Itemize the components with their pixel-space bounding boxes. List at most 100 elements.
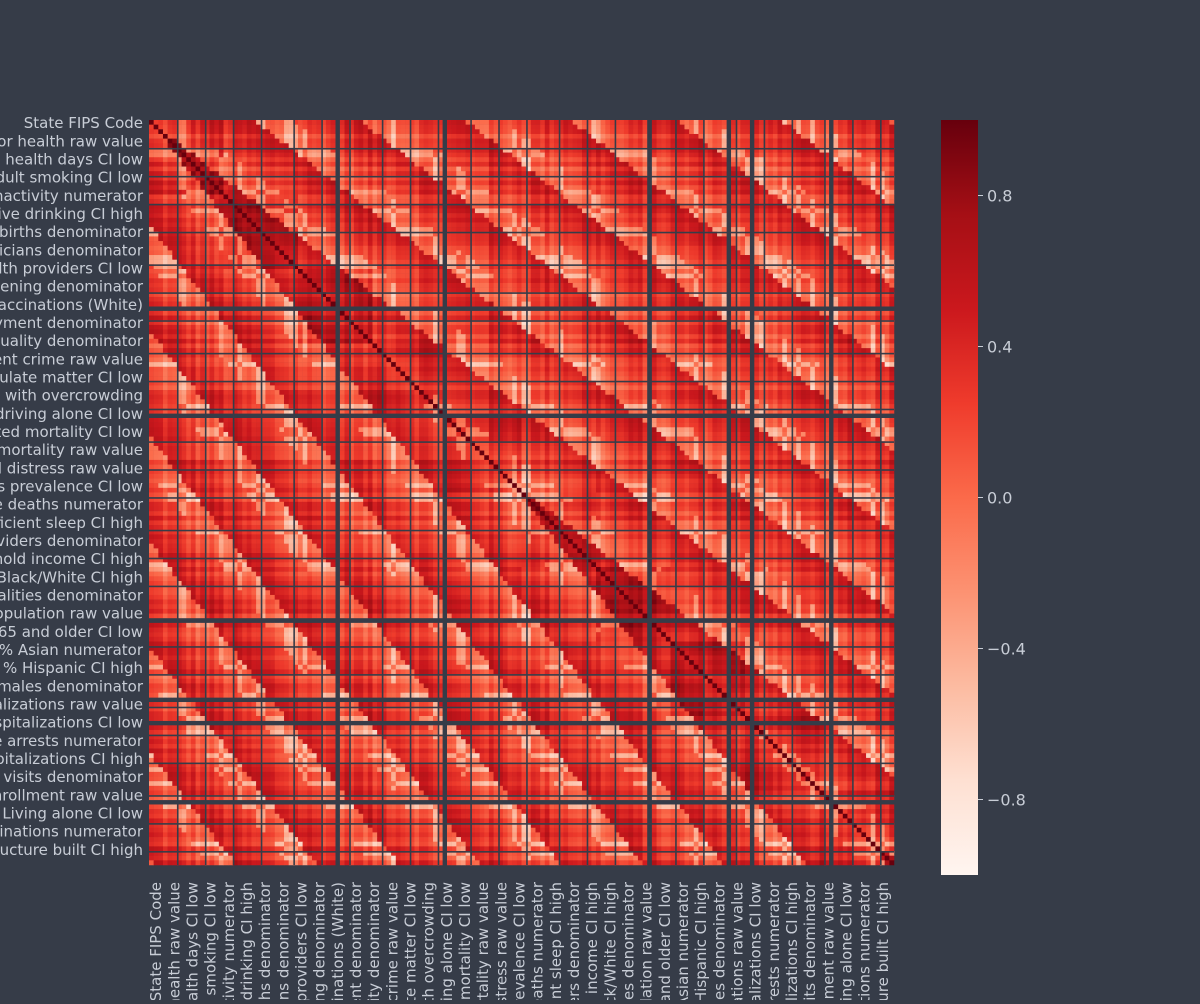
heatmap-cell bbox=[833, 125, 838, 130]
heatmap-cell bbox=[573, 246, 578, 251]
heatmap-cell bbox=[331, 250, 336, 255]
heatmap-cell bbox=[638, 222, 643, 227]
heatmap-cell bbox=[708, 227, 713, 232]
heatmap-cell bbox=[847, 236, 852, 241]
heatmap-cell bbox=[843, 167, 848, 172]
heatmap-cell bbox=[433, 134, 438, 139]
heatmap-cell bbox=[745, 227, 750, 232]
heatmap-cell bbox=[354, 227, 359, 232]
heatmap-cell bbox=[461, 241, 466, 246]
heatmap-cell bbox=[461, 208, 466, 213]
heatmap-cell bbox=[754, 236, 759, 241]
heatmap-cell bbox=[796, 143, 801, 148]
heatmap-cell bbox=[787, 250, 792, 255]
heatmap-cell bbox=[200, 250, 205, 255]
heatmap-cell bbox=[815, 227, 820, 232]
heatmap-cell bbox=[605, 143, 610, 148]
heatmap-cell bbox=[340, 269, 345, 274]
heatmap-cell bbox=[866, 162, 871, 167]
heatmap-cell bbox=[731, 162, 736, 167]
heatmap-cell bbox=[796, 222, 801, 227]
heatmap-cell bbox=[228, 199, 233, 204]
heatmap-cell bbox=[885, 213, 890, 218]
heatmap-cell bbox=[424, 143, 429, 148]
heatmap-cell bbox=[484, 236, 489, 241]
heatmap-cell bbox=[168, 236, 173, 241]
heatmap-cell bbox=[289, 139, 294, 144]
heatmap-cell bbox=[456, 227, 461, 232]
heatmap-cell bbox=[717, 241, 722, 246]
heatmap-cell bbox=[424, 125, 429, 130]
heatmap-cell bbox=[312, 255, 317, 260]
heatmap-cell bbox=[265, 199, 270, 204]
heatmap-cell bbox=[279, 222, 284, 227]
heatmap-cell bbox=[307, 153, 312, 158]
heatmap-cell bbox=[782, 171, 787, 176]
heatmap-cell bbox=[722, 162, 727, 167]
heatmap-cell bbox=[624, 143, 629, 148]
heatmap-cell bbox=[573, 143, 578, 148]
heatmap-cell bbox=[317, 246, 322, 251]
heatmap-cell bbox=[629, 167, 634, 172]
heatmap-cell bbox=[810, 208, 815, 213]
heatmap-cell bbox=[671, 171, 676, 176]
heatmap-cell bbox=[638, 181, 643, 186]
heatmap-cell bbox=[722, 120, 727, 125]
heatmap-cell bbox=[605, 185, 610, 190]
heatmap-cell bbox=[549, 134, 554, 139]
heatmap-cell bbox=[875, 218, 880, 223]
heatmap-cell bbox=[494, 218, 499, 223]
heatmap-cell bbox=[694, 139, 699, 144]
heatmap-cell bbox=[326, 218, 331, 223]
heatmap-cell bbox=[359, 167, 364, 172]
heatmap-cell bbox=[354, 246, 359, 251]
heatmap-cell bbox=[861, 199, 866, 204]
heatmap-cell bbox=[265, 185, 270, 190]
heatmap-cell bbox=[680, 129, 685, 134]
heatmap-cell bbox=[419, 241, 424, 246]
heatmap-cell bbox=[680, 157, 685, 162]
heatmap-cell bbox=[629, 195, 634, 200]
heatmap-cell bbox=[643, 255, 648, 260]
heatmap-cell bbox=[517, 218, 522, 223]
heatmap-cell bbox=[298, 167, 303, 172]
heatmap-cell bbox=[512, 167, 517, 172]
heatmap-cell bbox=[508, 213, 513, 218]
heatmap-cell bbox=[694, 241, 699, 246]
heatmap-cell bbox=[680, 260, 685, 265]
heatmap-cell bbox=[619, 120, 624, 125]
heatmap-cell bbox=[414, 208, 419, 213]
heatmap-cell bbox=[191, 171, 196, 176]
heatmap-cell bbox=[582, 125, 587, 130]
heatmap-cell bbox=[708, 236, 713, 241]
heatmap-cell bbox=[810, 120, 815, 125]
heatmap-cell bbox=[461, 129, 466, 134]
heatmap-cell bbox=[340, 208, 345, 213]
heatmap-cell bbox=[666, 171, 671, 176]
heatmap-cell bbox=[340, 195, 345, 200]
heatmap-cell bbox=[573, 125, 578, 130]
heatmap-cell bbox=[428, 162, 433, 167]
heatmap-cell bbox=[210, 153, 215, 158]
heatmap-cell bbox=[265, 195, 270, 200]
heatmap-cell bbox=[782, 236, 787, 241]
heatmap-cell bbox=[447, 171, 452, 176]
heatmap-cell bbox=[494, 157, 499, 162]
heatmap-cell bbox=[768, 139, 773, 144]
heatmap-cell bbox=[172, 153, 177, 158]
heatmap-cell bbox=[624, 199, 629, 204]
heatmap-cell bbox=[279, 227, 284, 232]
heatmap-cell bbox=[540, 129, 545, 134]
heatmap-cell bbox=[517, 222, 522, 227]
heatmap-cell bbox=[717, 167, 722, 172]
heatmap-cell bbox=[722, 171, 727, 176]
heatmap-cell bbox=[684, 199, 689, 204]
heatmap-cell bbox=[666, 260, 671, 265]
heatmap-cell bbox=[428, 171, 433, 176]
heatmap-cell bbox=[778, 227, 783, 232]
heatmap-cell bbox=[754, 199, 759, 204]
heatmap-cell bbox=[224, 139, 229, 144]
heatmap-cell bbox=[508, 199, 513, 204]
heatmap-cell bbox=[326, 139, 331, 144]
heatmap-cell bbox=[708, 143, 713, 148]
